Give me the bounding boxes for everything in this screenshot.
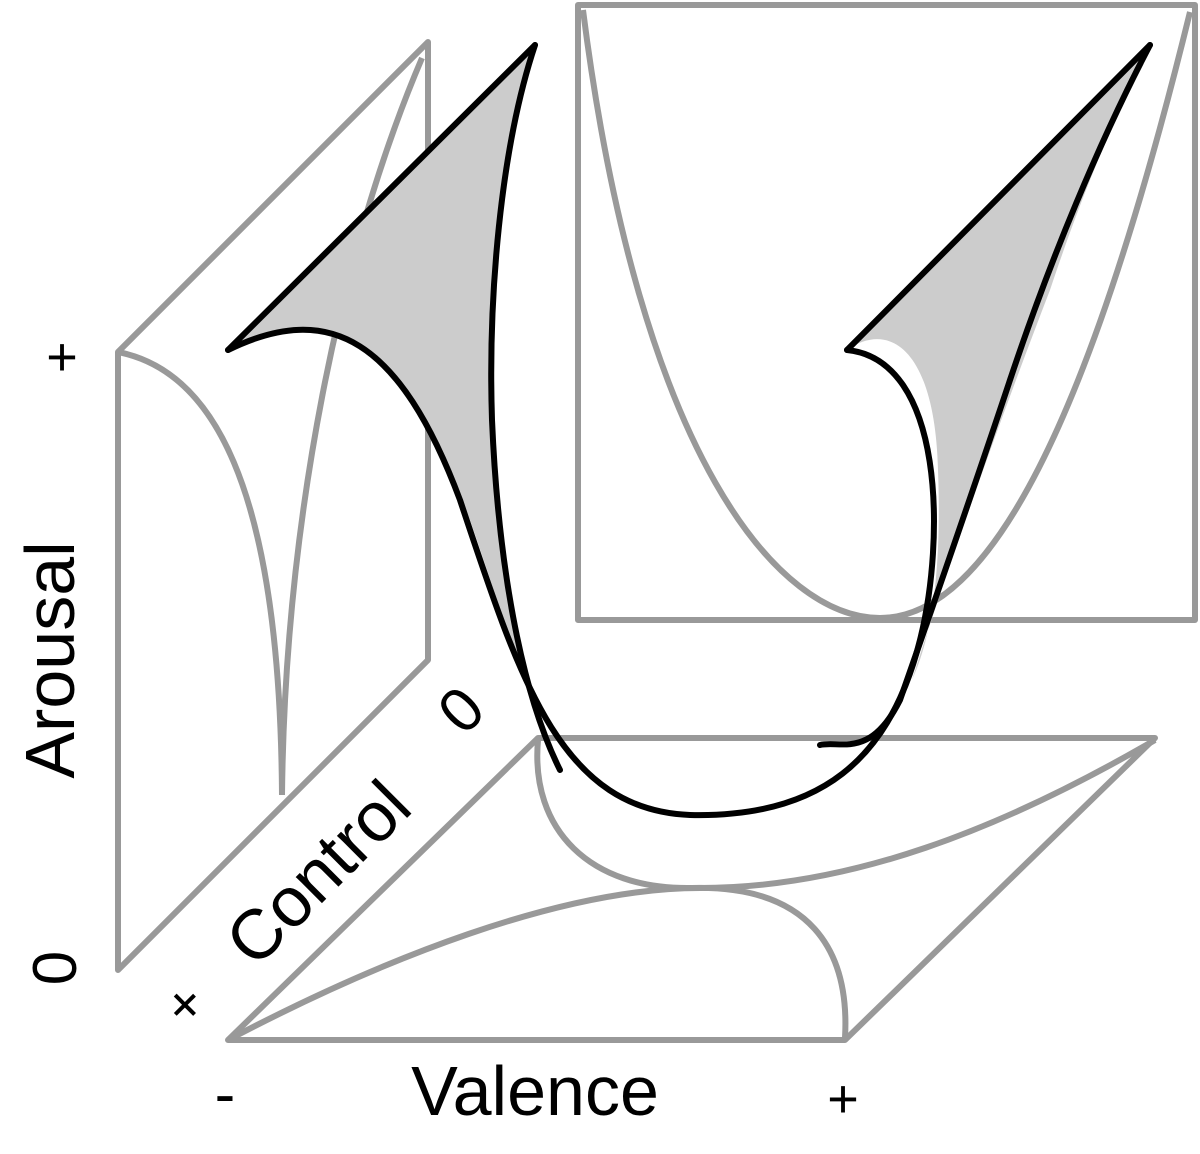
control-max-label: 0 (425, 674, 498, 747)
arousal-axis-label: Arousal (11, 541, 89, 778)
left-inner-curve (488, 42, 563, 773)
arousal-axis-labels: + Arousal 0 (11, 327, 90, 985)
arousal-min-label: 0 (21, 951, 90, 985)
right-outer-curve (817, 42, 1153, 748)
main-u-curve (225, 326, 937, 819)
back-wall-curve (580, 9, 1193, 621)
left-wall-projection (115, 39, 431, 973)
control-axis-labels: 0 Control + (150, 674, 498, 1038)
floor-curve-b (226, 737, 1157, 1043)
left-top-edge (225, 42, 538, 353)
left-wall-frame (115, 39, 431, 973)
valence-max-label: + (827, 1069, 859, 1129)
valence-min-label: - (215, 1060, 236, 1129)
right-top-edge (844, 42, 1153, 353)
floor-projection (225, 735, 1158, 1043)
left-wall-curve-a (117, 349, 285, 796)
valence-axis-label: Valence (411, 1052, 659, 1130)
floor-frame (225, 735, 1158, 1043)
arousal-max-label: + (46, 327, 78, 387)
cusp-surface (225, 42, 1153, 819)
valence-axis-labels: - Valence + (215, 1052, 859, 1130)
back-wall-projection (575, 2, 1198, 623)
left-fold-fill (228, 45, 560, 770)
control-min-label: + (150, 970, 218, 1038)
left-wall-curve-b (279, 56, 425, 796)
